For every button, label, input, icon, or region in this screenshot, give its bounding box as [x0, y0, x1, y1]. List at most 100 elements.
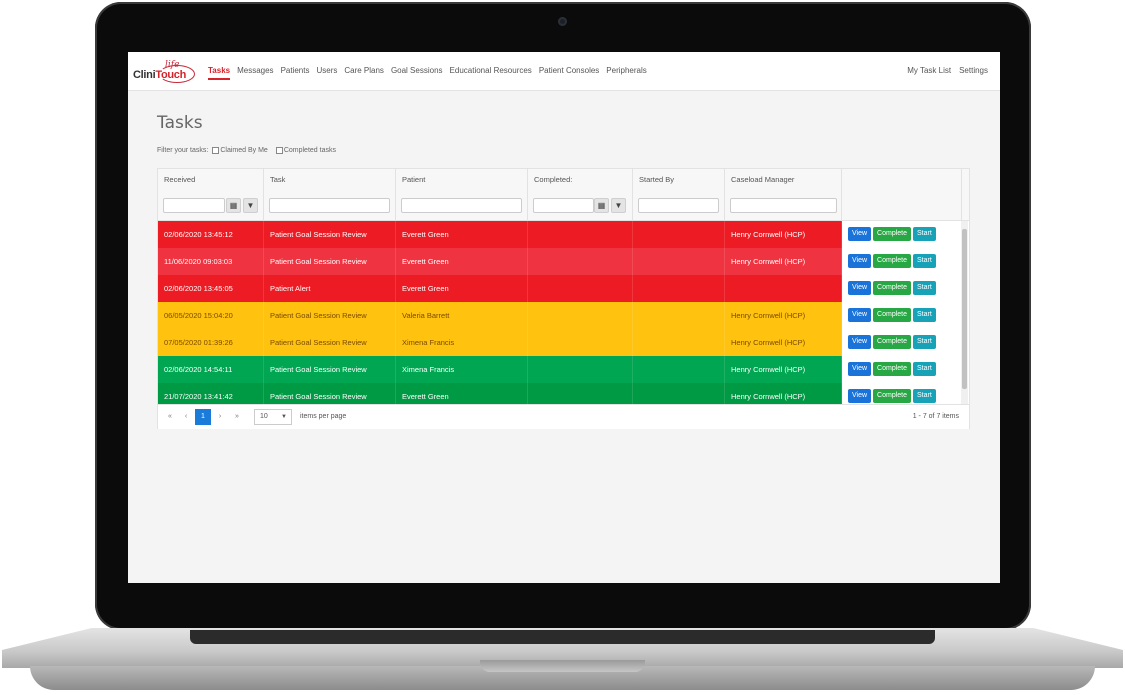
column-header-received[interactable]: Received	[158, 169, 264, 192]
calendar-icon[interactable]: ▦	[226, 198, 241, 213]
task-filter-cell	[264, 192, 396, 220]
logo-brand: CliniTouch	[133, 69, 186, 81]
logo-brand-a: Clini	[133, 69, 156, 81]
items-per-page-label: items per page	[300, 413, 347, 420]
prev-page-button[interactable]: ‹	[184, 413, 188, 420]
filter-icon[interactable]: ▼	[243, 198, 258, 213]
start-button[interactable]: Start	[913, 335, 936, 349]
cell-started-by	[633, 302, 725, 329]
complete-button[interactable]: Complete	[873, 281, 912, 295]
table-row[interactable]: 21/07/2020 13:41:42 Patient Goal Session …	[158, 383, 969, 404]
nav-educational-resources[interactable]: Educational Resources	[449, 66, 532, 75]
received-filter-input[interactable]	[163, 198, 225, 213]
task-filter-input[interactable]	[269, 198, 390, 213]
start-button[interactable]: Start	[913, 308, 936, 322]
complete-button[interactable]: Complete	[873, 362, 912, 376]
start-button[interactable]: Start	[913, 362, 936, 376]
start-button[interactable]: Start	[913, 254, 936, 268]
cell-caseload-manager: Henry Cornwell (HCP)	[725, 221, 842, 248]
row-actions: View Complete Start	[848, 281, 938, 295]
claimed-checkbox[interactable]	[212, 147, 220, 154]
nav-patient-consoles[interactable]: Patient Consoles	[538, 66, 600, 75]
next-page-button[interactable]: ›	[218, 413, 222, 420]
filter-icon[interactable]: ▼	[611, 198, 626, 213]
nav-messages[interactable]: Messages	[237, 66, 274, 75]
nav-my-task-list[interactable]: My Task List	[907, 66, 952, 75]
cell-patient: Valeria Barrett	[396, 302, 528, 329]
row-cells: 06/05/2020 15:04:20 Patient Goal Session …	[158, 302, 842, 329]
claimed-label: Claimed By Me	[220, 147, 268, 154]
row-cells: 21/07/2020 13:41:42 Patient Goal Session …	[158, 383, 842, 404]
page-title: Tasks	[157, 113, 203, 134]
completed-filter-input[interactable]	[533, 198, 594, 213]
cell-task: Patient Goal Session Review	[264, 221, 396, 248]
cell-received: 02/06/2020 13:45:12	[158, 221, 264, 248]
column-header-caseload-manager[interactable]: Caseload Manager	[725, 169, 842, 192]
filter-completed-tasks[interactable]: Completed tasks	[272, 147, 336, 154]
logo-brand-b: Touch	[155, 69, 187, 81]
first-page-button[interactable]: «	[168, 413, 172, 420]
nav-users[interactable]: Users	[316, 66, 338, 75]
view-button[interactable]: View	[848, 254, 872, 268]
view-button[interactable]: View	[848, 227, 872, 241]
cell-task: Patient Goal Session Review	[264, 248, 396, 275]
column-header-completed[interactable]: Completed:	[528, 169, 633, 192]
table-row[interactable]: 02/06/2020 13:45:12 Patient Goal Session …	[158, 221, 969, 248]
last-page-button[interactable]: »	[235, 413, 239, 420]
cell-caseload-manager: Henry Cornwell (HCP)	[725, 356, 842, 383]
actions-filter-cell	[842, 192, 962, 220]
grid-scrollbar[interactable]	[961, 221, 968, 404]
complete-button[interactable]: Complete	[873, 335, 912, 349]
start-button[interactable]: Start	[913, 227, 936, 241]
complete-button[interactable]: Complete	[873, 254, 912, 268]
app-logo[interactable]: life CliniTouch	[133, 60, 195, 86]
cell-patient: Everett Green	[396, 221, 528, 248]
patient-filter-input[interactable]	[401, 198, 522, 213]
page-size-value: 10	[260, 413, 268, 420]
cell-caseload-manager: Henry Cornwell (HCP)	[725, 329, 842, 356]
cell-patient: Ximena Francis	[396, 329, 528, 356]
start-button[interactable]: Start	[913, 281, 936, 295]
cell-task: Patient Goal Session Review	[264, 383, 396, 404]
nav-tasks[interactable]: Tasks	[208, 66, 231, 80]
nav-peripherals[interactable]: Peripherals	[606, 66, 647, 75]
view-button[interactable]: View	[848, 308, 872, 322]
table-row[interactable]: 07/05/2020 01:39:26 Patient Goal Session …	[158, 329, 969, 356]
top-navigation: life CliniTouch Tasks Messages Patients Use…	[128, 52, 1000, 91]
completed-label: Completed tasks	[283, 147, 336, 154]
view-button[interactable]: View	[848, 335, 872, 349]
started-by-filter-input[interactable]	[638, 198, 719, 213]
manager-filter-input[interactable]	[730, 198, 837, 213]
complete-button[interactable]: Complete	[873, 227, 912, 241]
row-cells: 11/06/2020 09:03:03 Patient Goal Session …	[158, 248, 842, 275]
scrollbar-thumb[interactable]	[962, 229, 967, 389]
complete-button[interactable]: Complete	[873, 389, 912, 403]
nav-care-plans[interactable]: Care Plans	[344, 66, 384, 75]
nav-settings[interactable]: Settings	[959, 66, 988, 75]
completed-filter-cell: ▦ ▼	[528, 192, 633, 220]
user-nav: My Task List Settings	[899, 66, 988, 78]
nav-patients[interactable]: Patients	[280, 66, 310, 75]
start-button[interactable]: Start	[913, 389, 936, 403]
page-size-select[interactable]: 10 ▼	[254, 409, 292, 425]
column-header-started-by[interactable]: Started By	[633, 169, 725, 192]
complete-button[interactable]: Complete	[873, 308, 912, 322]
view-button[interactable]: View	[848, 362, 872, 376]
filter-claimed-by-me[interactable]: Claimed By Me	[208, 147, 268, 154]
column-header-patient[interactable]: Patient	[396, 169, 528, 192]
completed-checkbox[interactable]	[275, 147, 283, 154]
column-header-task[interactable]: Task	[264, 169, 396, 192]
view-button[interactable]: View	[848, 281, 872, 295]
table-row[interactable]: 06/05/2020 15:04:20 Patient Goal Session …	[158, 302, 969, 329]
nav-goal-sessions[interactable]: Goal Sessions	[390, 66, 443, 75]
table-row[interactable]: 11/06/2020 09:03:03 Patient Goal Session …	[158, 248, 969, 275]
calendar-icon[interactable]: ▦	[594, 198, 609, 213]
cell-received: 06/05/2020 15:04:20	[158, 302, 264, 329]
view-button[interactable]: View	[848, 389, 872, 403]
table-row[interactable]: 02/06/2020 13:45:05 Patient Alert Everett …	[158, 275, 969, 302]
table-row[interactable]: 02/06/2020 14:54:11 Patient Goal Session …	[158, 356, 969, 383]
cell-received: 21/07/2020 13:41:42	[158, 383, 264, 404]
task-filters: Filter your tasks: Claimed By Me Complet…	[157, 147, 340, 154]
page-1-button[interactable]: 1	[195, 409, 211, 425]
cell-caseload-manager: Henry Cornwell (HCP)	[725, 383, 842, 404]
